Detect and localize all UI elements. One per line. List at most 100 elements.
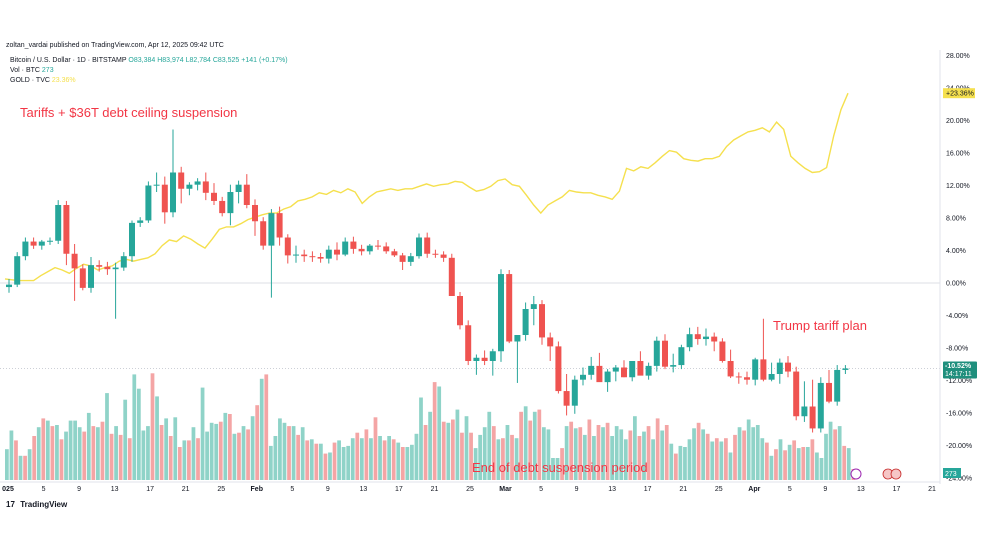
candle-body <box>448 257 455 296</box>
volume-bar <box>268 445 273 480</box>
legend-volume-label[interactable]: Vol · BTC <box>10 67 40 74</box>
volume-bar <box>751 427 756 480</box>
y-axis-tick-label: 28.00% <box>946 53 970 60</box>
volume-bar <box>764 442 769 480</box>
volume-bar <box>614 426 619 480</box>
volume-bar <box>264 374 269 480</box>
volume-bar <box>592 436 596 480</box>
candle-body <box>588 365 595 375</box>
volume-bar <box>414 433 419 480</box>
candle-body <box>621 367 627 378</box>
candle-body <box>596 365 603 383</box>
candle-body <box>719 341 726 361</box>
y-axis-tick-label: -8.00% <box>946 346 968 353</box>
candle-body <box>145 185 152 221</box>
candle <box>407 252 414 266</box>
candle <box>817 377 824 433</box>
candle <box>670 353 677 373</box>
price-chart[interactable]: Tariffs + $36T debt ceiling suspension En… <box>0 0 984 500</box>
volume-bar <box>469 432 473 480</box>
gold-series-line <box>4 92 849 282</box>
y-axis-tick-label: 0.00% <box>946 281 966 288</box>
volume-bar <box>737 427 742 480</box>
x-axis-tick-label: 13 <box>608 486 616 493</box>
volume-bar <box>355 432 360 480</box>
candle-body <box>539 304 545 338</box>
volume-bar <box>801 447 806 480</box>
candle <box>522 302 529 341</box>
volume-bar <box>496 439 501 480</box>
volume-bar <box>601 427 605 480</box>
legend-gold-label[interactable]: GOLD · TVC <box>10 77 50 84</box>
volume-bar <box>760 438 765 480</box>
volume-bar <box>359 438 364 480</box>
x-axis-tick-label: 9 <box>575 486 579 493</box>
price-badge-countdown: 14:17:11 <box>945 371 972 378</box>
volume-bar <box>5 449 9 480</box>
volume-bar <box>96 427 100 480</box>
volume-bar <box>223 412 228 480</box>
candle <box>268 209 275 298</box>
volume-bar <box>86 412 91 480</box>
volume-bar <box>546 429 551 480</box>
x-axis-tick-label: 5 <box>290 486 294 493</box>
candle <box>801 381 808 422</box>
volume-bar <box>683 447 687 480</box>
candle <box>104 261 111 275</box>
volume-bar <box>341 447 346 480</box>
candle <box>612 365 619 382</box>
candle <box>621 360 627 378</box>
candle-body <box>489 351 496 361</box>
candle <box>211 183 217 205</box>
volume-bar <box>405 447 410 480</box>
volume-bar <box>833 429 837 480</box>
candle-body <box>120 256 127 268</box>
volume-bar <box>373 417 378 480</box>
x-axis-tick-label: 5 <box>788 486 792 493</box>
candle-body <box>129 222 135 257</box>
candle <box>47 237 53 245</box>
candle-body <box>71 253 78 269</box>
candle <box>826 369 832 404</box>
candle-body <box>604 371 611 383</box>
volume-bar <box>382 440 387 480</box>
candle <box>358 244 365 256</box>
volume-bar <box>300 427 305 480</box>
publish-line: zoltan_vardai published on TradingView.c… <box>6 42 224 49</box>
volume-bar <box>523 406 528 480</box>
candle <box>571 375 578 414</box>
candle-body <box>727 361 734 377</box>
candle <box>243 174 250 209</box>
volume-bar <box>437 386 442 480</box>
legend-symbol[interactable]: Bitcoin / U.S. Dollar · 1D · BITSTAMP <box>10 57 127 64</box>
volume-bar <box>482 427 487 480</box>
volume-bar <box>792 440 797 480</box>
volume-bar <box>696 422 701 480</box>
x-axis-tick-label: Mar <box>499 486 512 493</box>
volume-bar <box>328 452 332 480</box>
y-axis-tick-label: 4.00% <box>946 248 966 255</box>
volume-bar <box>428 411 432 480</box>
candle <box>440 251 447 262</box>
x-axis-tick-label: 25 <box>217 486 225 493</box>
candle-body <box>6 284 12 288</box>
candle-body <box>629 361 636 378</box>
candle <box>350 236 357 254</box>
candle <box>284 234 291 264</box>
legend-symbol-row: Bitcoin / U.S. Dollar · 1D · BITSTAMP O8… <box>10 56 288 66</box>
candle <box>752 357 759 386</box>
candle-body <box>776 362 783 374</box>
candle-body <box>276 213 283 238</box>
volume-bar <box>82 431 87 480</box>
volume-bar <box>59 439 64 480</box>
candle-body <box>79 268 86 288</box>
legend-gold-value: 23.36% <box>51 77 76 84</box>
candle <box>719 338 726 363</box>
volume-badge: 273 <box>943 468 961 478</box>
candle <box>563 374 570 416</box>
volume-bar <box>719 441 724 480</box>
volume-bar <box>246 429 250 480</box>
volume-bar <box>487 411 492 480</box>
candle <box>293 245 299 263</box>
candle <box>120 252 127 271</box>
